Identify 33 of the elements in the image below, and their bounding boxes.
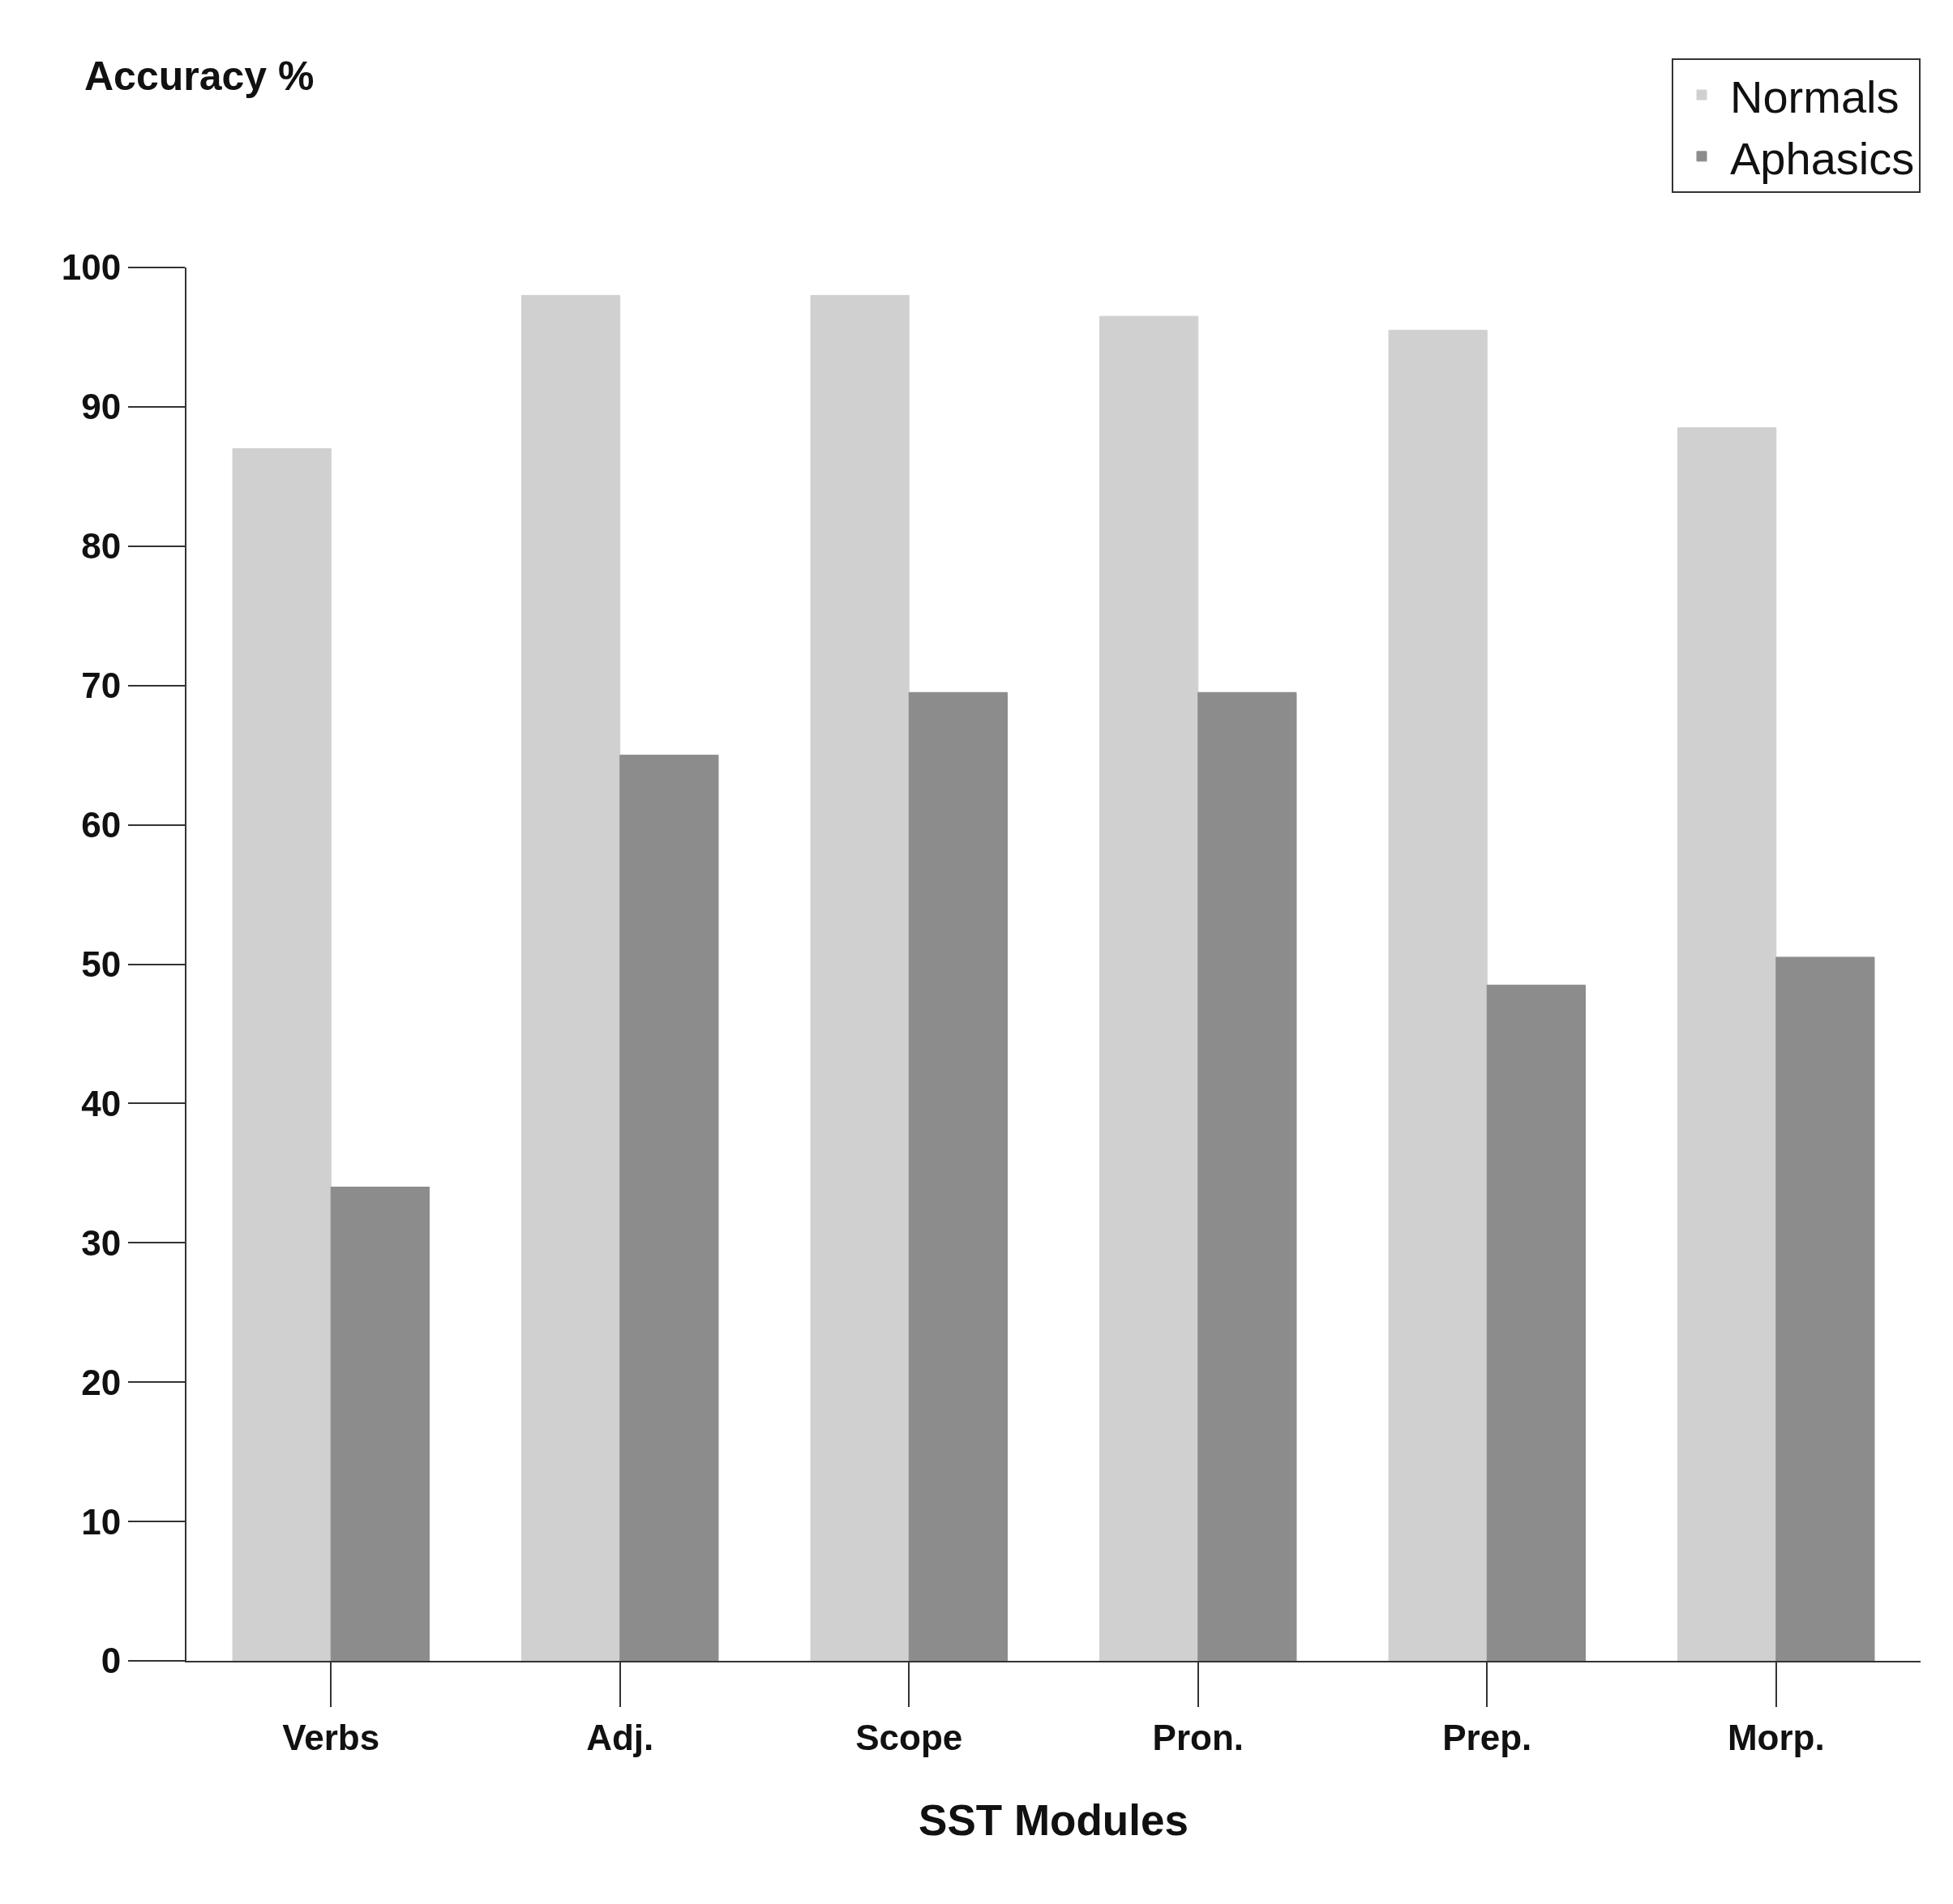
bar: [1197, 691, 1297, 1661]
y-tick-label: 90: [81, 387, 122, 427]
bar: [908, 691, 1008, 1661]
y-tick-label: 60: [81, 805, 122, 845]
x-tick-label: Prep.: [1442, 1717, 1532, 1757]
bar: [619, 755, 719, 1661]
y-tick-label: 10: [81, 1501, 122, 1542]
x-tick-label: Verbs: [282, 1717, 380, 1757]
y-tick-label: 20: [81, 1362, 122, 1402]
bar: [330, 1187, 430, 1661]
bar: [521, 294, 621, 1661]
y-tick-label: 100: [61, 247, 122, 288]
bar: [1486, 984, 1586, 1661]
y-tick-label: 80: [81, 526, 122, 567]
bar: [810, 294, 910, 1661]
x-tick-label: Morp.: [1727, 1717, 1825, 1757]
x-tick-label: Scope: [855, 1717, 963, 1757]
legend-label: Normals: [1730, 71, 1899, 122]
y-axis-title: Accuracy %: [84, 53, 315, 99]
legend-label: Aphasics: [1730, 132, 1915, 184]
x-tick-label: Pron.: [1152, 1717, 1244, 1757]
y-tick-label: 40: [81, 1083, 122, 1123]
bar: [1099, 315, 1199, 1661]
bar: [1388, 329, 1488, 1661]
y-tick-label: 50: [81, 943, 122, 984]
bar: [1677, 427, 1777, 1661]
y-tick-label: 0: [101, 1641, 122, 1681]
x-tick-label: Adj.: [586, 1717, 654, 1757]
y-tick-label: 70: [81, 665, 122, 706]
x-axis-title: SST Modules: [919, 1795, 1189, 1844]
bar: [232, 447, 332, 1661]
y-tick-label: 30: [81, 1222, 122, 1263]
bar: [1775, 956, 1875, 1661]
